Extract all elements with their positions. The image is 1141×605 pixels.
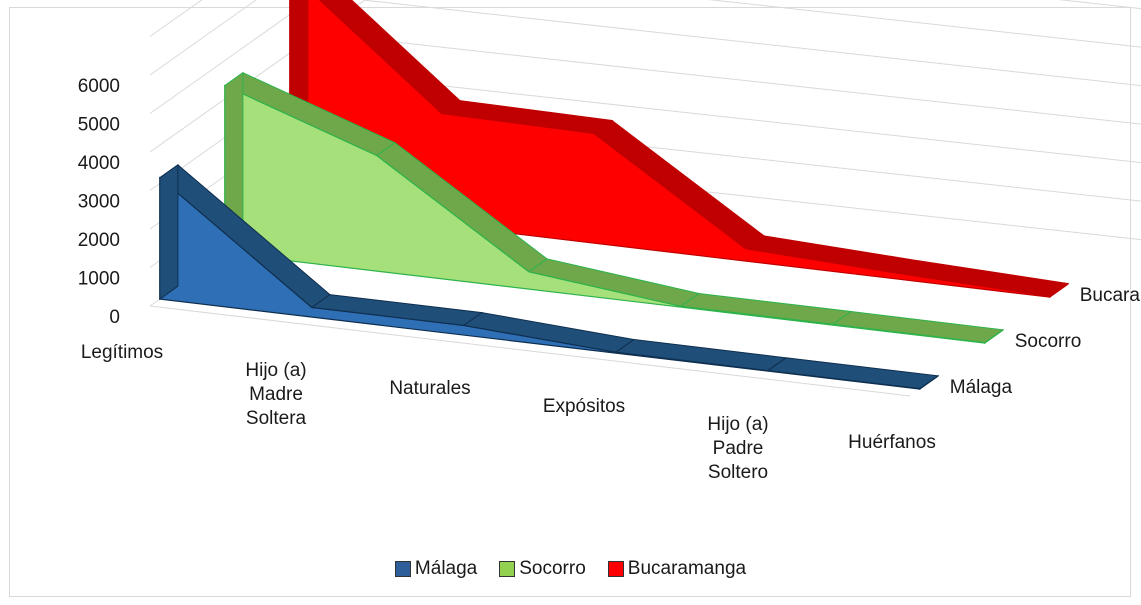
y-tick-label: 4000 bbox=[78, 153, 120, 174]
y-tick-label: 5000 bbox=[78, 115, 120, 136]
y-tick-label: 0 bbox=[109, 307, 120, 328]
category-label: Naturales bbox=[389, 378, 470, 399]
gridline-side bbox=[149, 0, 312, 114]
floor-edge bbox=[149, 305, 911, 397]
gridline-back bbox=[708, 0, 1141, 48]
depth-label-málaga: Málaga bbox=[950, 377, 1013, 398]
legend-label: Málaga bbox=[414, 558, 478, 579]
gridline-back bbox=[1058, 0, 1141, 10]
series-socorro bbox=[223, 71, 1005, 345]
y-tick-label: 1000 bbox=[78, 269, 120, 290]
front-face-málaga bbox=[159, 176, 921, 390]
x-axis-categories: Legítimos Hijo (a) Madre Soltera Naturales Ex… bbox=[81, 342, 936, 483]
front-face-socorro bbox=[224, 84, 986, 344]
category-label: Hijo (a) Madre Soltera bbox=[245, 360, 306, 429]
gridline-back bbox=[364, 76, 1141, 164]
y-tick-label: 3000 bbox=[78, 192, 120, 213]
depth-label-bucaramanga: Bucaramanga bbox=[1080, 285, 1141, 306]
gridline-back bbox=[364, 0, 1141, 87]
gridline-back bbox=[364, 38, 1141, 125]
legend-label: Bucaramanga bbox=[627, 558, 747, 579]
depth-label-socorro: Socorro bbox=[1015, 331, 1082, 352]
legend-item-málaga: Málaga bbox=[394, 558, 478, 580]
category-label: Legítimos bbox=[81, 342, 163, 363]
legend: Málaga Socorro Bucaramanga bbox=[0, 558, 1141, 580]
legend-swatch bbox=[499, 561, 516, 577]
category-label: Huérfanos bbox=[848, 432, 936, 453]
legend-item-bucaramanga: Bucaramanga bbox=[607, 558, 747, 580]
legend-swatch bbox=[607, 561, 624, 577]
gridline-side bbox=[149, 0, 203, 37]
series-málaga bbox=[158, 163, 940, 391]
start-cap-málaga bbox=[159, 163, 179, 301]
category-label: Expósitos bbox=[543, 396, 625, 417]
series-areas bbox=[158, 0, 1070, 391]
y-axis-ticks: 0 1000 2000 3000 4000 5000 6000 bbox=[78, 76, 120, 328]
y-tick-label: 6000 bbox=[78, 76, 120, 97]
depth-axis-labels: Málaga Socorro Bucaramanga bbox=[950, 285, 1141, 398]
y-tick-label: 2000 bbox=[78, 230, 120, 251]
chart-frame bbox=[9, 7, 1131, 597]
gridline-side bbox=[149, 0, 257, 76]
legend-swatch bbox=[394, 561, 411, 577]
legend-item-socorro: Socorro bbox=[499, 558, 586, 580]
category-label: Hijo (a) Padre Soltero bbox=[707, 414, 768, 483]
legend-label: Socorro bbox=[519, 558, 586, 579]
